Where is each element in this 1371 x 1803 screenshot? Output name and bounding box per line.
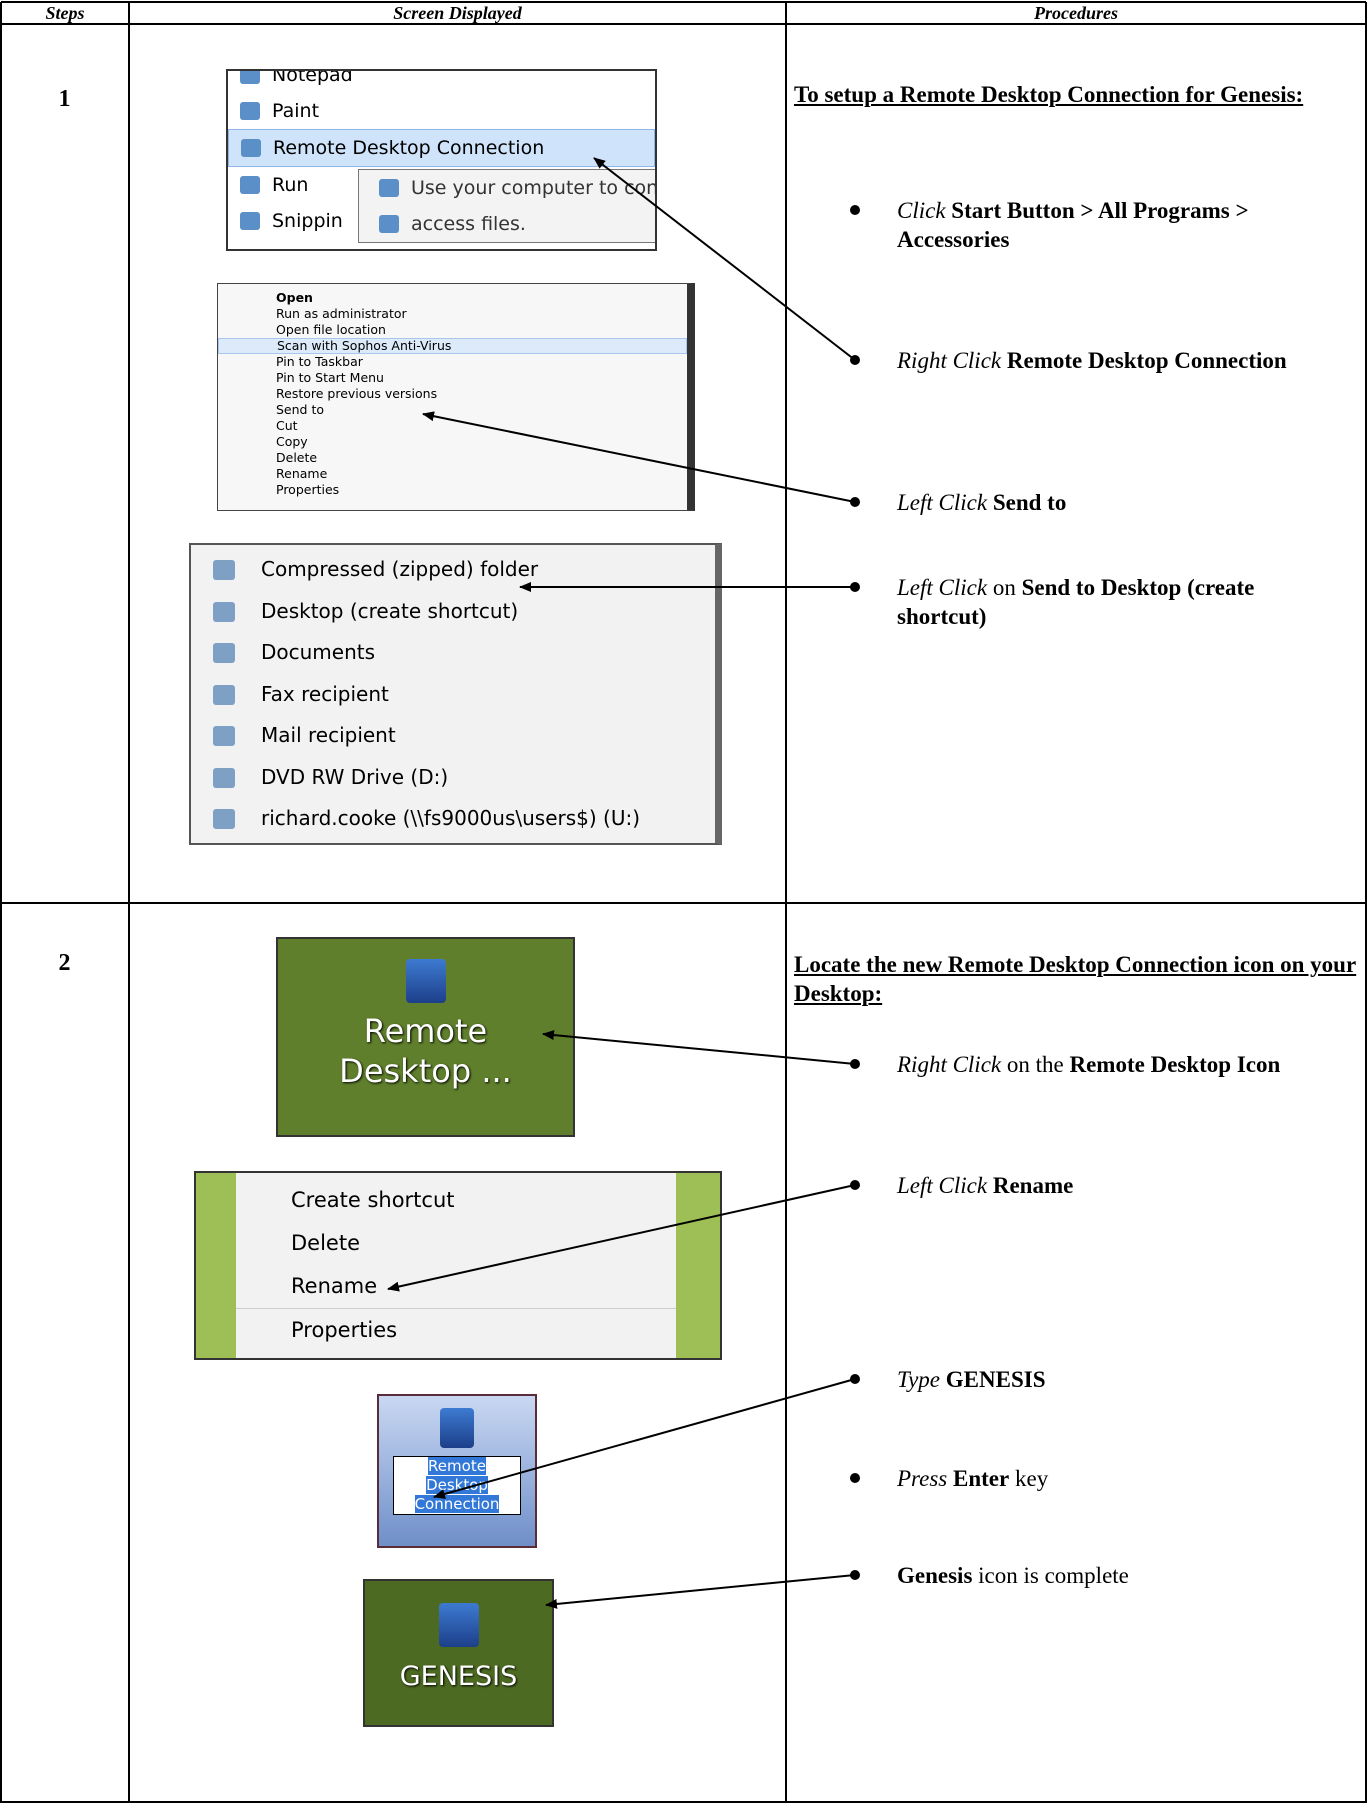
menu-item: Pin to Start Menu (276, 370, 384, 385)
procedure-heading: Locate the new Remote Desktop Connection… (794, 952, 1357, 1006)
menu-item: Properties (276, 482, 340, 497)
icon (405, 959, 446, 1003)
procedure-step: Left Click on Send to Desktop (create sh… (897, 573, 1347, 631)
icon-label: Remote (428, 1457, 486, 1475)
procedure-text: Click (897, 198, 946, 223)
menu-item: Rename (276, 466, 328, 481)
menu-list: Create shortcut Delete Rename Properties (236, 1173, 676, 1358)
menu-item: Copy (276, 434, 308, 449)
procedure-text: Rename (992, 1173, 1074, 1198)
icon-label: Connection (414, 1495, 500, 1513)
procedure-text: Send to (992, 490, 1067, 515)
menu-item: richard.cooke (\\fs9000us\users$) (U:) (191, 798, 715, 840)
column-header: Procedures (1034, 3, 1118, 23)
step-number: 1 (58, 86, 71, 112)
start-menu-screenshot: Notepad Paint Remote Desktop Connection Run… (226, 69, 657, 251)
menu-list: Open Run as administrator Open file locati… (218, 290, 687, 498)
icon (440, 1408, 474, 1448)
menu-item: Pin to Taskbar (276, 354, 363, 369)
rename-box: Remote Desktop Connection (393, 1456, 521, 1515)
procedure-text: on the (1006, 1052, 1064, 1077)
procedure-step: Left Click Send to (897, 488, 1347, 517)
menu-item: DVD RW Drive (D:) (191, 757, 715, 799)
procedure-text: Left Click (897, 1173, 988, 1198)
procedure-step: Right Click on the Remote Desktop Icon (897, 1050, 1347, 1079)
procedure-text: GENESIS (945, 1367, 1046, 1392)
procedure-text: Left Click (897, 575, 988, 600)
procedure-step: Genesis icon is complete (897, 1561, 1347, 1590)
icon (438, 1603, 479, 1647)
procedure-text: Remote Desktop Icon (1069, 1052, 1281, 1077)
procedure-text: icon is complete (978, 1563, 1129, 1588)
menu-item: Documents (191, 632, 715, 674)
procedure-text: on (992, 575, 1016, 600)
menu-item: Send to (276, 402, 325, 417)
procedure-step: Type GENESIS (897, 1365, 1347, 1394)
procedure-step: Click Start Button > All Programs > Acce… (897, 196, 1347, 254)
procedure-text: Remote Desktop Connection (1006, 348, 1287, 373)
send-to-menu-screenshot: Compressed (zipped) folder Desktop (creat… (189, 543, 722, 845)
procedure-text: key (1014, 1466, 1049, 1491)
desktop-icon-screenshot: Remote Desktop ... (276, 937, 575, 1137)
context-menu-screenshot: Open Run as administrator Open file locati… (217, 283, 695, 511)
icon-label: Desktop ... (339, 1052, 512, 1090)
menu-item: Scan with Sophos Anti-Virus (218, 338, 687, 354)
menu-item: Notepad (228, 71, 655, 93)
column-header: Steps (45, 3, 85, 23)
menu-item: Delete (276, 450, 318, 465)
menu-item: Cut (276, 418, 298, 433)
menu-item: Run as administrator (276, 306, 407, 321)
procedure-text: Enter (953, 1466, 1010, 1491)
genesis-icon-screenshot: GENESIS (363, 1579, 554, 1727)
procedure-text: Start Button > All Programs > Accessorie… (897, 198, 1249, 252)
procedure-step: Left Click Rename (897, 1171, 1347, 1200)
procedure-text: Send to Desktop (create shortcut) (897, 575, 1255, 629)
rename-icon-screenshot: Remote Desktop Connection (377, 1394, 537, 1548)
menu-item: Remote Desktop Connection (228, 129, 655, 167)
step-number: 2 (58, 950, 71, 976)
menu-item: Restore previous versions (276, 386, 438, 401)
menu-item: Rename (291, 1274, 378, 1298)
procedure-text: Left Click (897, 490, 988, 515)
context-menu-screenshot: Create shortcut Delete Rename Properties (194, 1171, 722, 1360)
menu-item: access files. (367, 206, 655, 242)
menu-item: Compressed (zipped) folder (191, 549, 715, 591)
menu-item: Create shortcut (291, 1188, 455, 1212)
menu-item: Use your computer to conne (367, 170, 655, 206)
menu-item: Open file location (276, 322, 386, 337)
menu-item: Properties (236, 1308, 676, 1352)
column-header: Screen Displayed (393, 3, 522, 23)
icon-label: Remote (363, 1012, 488, 1050)
procedure-text: Type (897, 1367, 941, 1392)
procedure-text: Genesis (897, 1563, 973, 1588)
menu-item: Snippin (228, 203, 655, 239)
procedure-step: Press Enter key (897, 1464, 1347, 1493)
procedure-text: Right Click (897, 348, 1002, 373)
menu-list: Compressed (zipped) folder Desktop (creat… (191, 549, 715, 840)
menu-item: Run (228, 167, 655, 203)
menu-item: Desktop (create shortcut) (191, 591, 715, 633)
procedure-step: Right Click Remote Desktop Connection (897, 346, 1347, 375)
menu-list: Notepad Paint Remote Desktop Connection Run… (228, 71, 655, 239)
icon-label: Desktop (426, 1476, 488, 1494)
menu-item: Mail recipient (191, 715, 715, 757)
procedure-heading: To setup a Remote Desktop Connection for… (794, 82, 1304, 107)
procedure-text: Press (897, 1466, 948, 1491)
tooltip: Use your computer to conne access files. (358, 169, 655, 243)
procedure-text: Right Click (897, 1052, 1002, 1077)
icon-label: GENESIS (399, 1661, 518, 1692)
menu-item: Open (276, 290, 313, 305)
menu-item: Fax recipient (191, 674, 715, 716)
menu-item: Paint (228, 93, 655, 129)
menu-item: Delete (291, 1231, 360, 1255)
